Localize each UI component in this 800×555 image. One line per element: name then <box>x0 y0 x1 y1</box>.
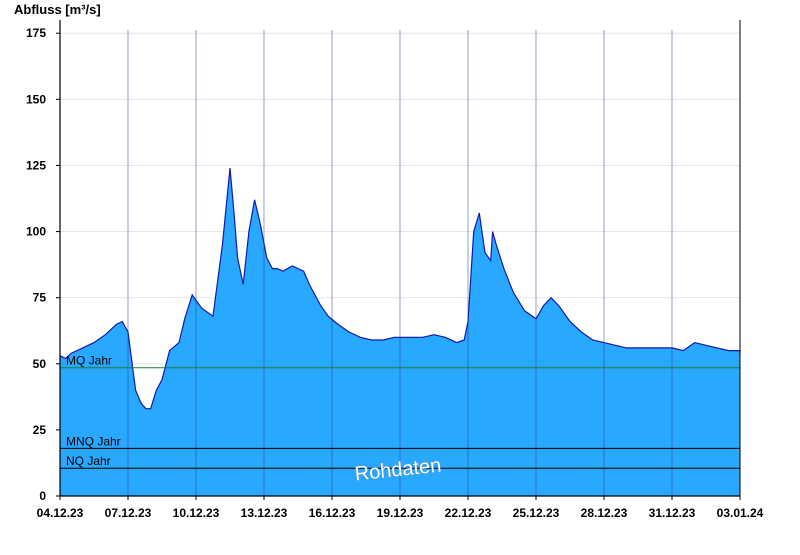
discharge-area <box>60 168 740 496</box>
x-tick-label: 03.01.24 <box>717 506 764 520</box>
x-tick-label: 04.12.23 <box>37 506 84 520</box>
y-tick-label: 150 <box>26 92 46 106</box>
y-tick-label: 75 <box>33 291 47 305</box>
y-tick-label: 175 <box>26 26 46 40</box>
area-layer <box>59 168 741 496</box>
reference-line-label: MNQ Jahr <box>66 434 121 448</box>
y-tick-label: 25 <box>33 423 47 437</box>
x-tick-label: 10.12.23 <box>173 506 220 520</box>
reference-line-label: MQ Jahr <box>66 354 112 368</box>
y-tick-label: 100 <box>26 225 46 239</box>
y-tick-label: 0 <box>39 489 46 503</box>
axis-layer: 0 25 50 75 100 125 150 175 04.12.23 07.12.23 10.12… <box>26 20 764 520</box>
y-axis-label: Abfluss [m³/s] <box>14 2 101 17</box>
y-tick-label: 50 <box>33 357 47 371</box>
x-tick-label: 07.12.23 <box>105 506 152 520</box>
x-tick-label: 25.12.23 <box>513 506 560 520</box>
reference-line-label: NQ Jahr <box>66 454 111 468</box>
x-tick-label: 19.12.23 <box>377 506 424 520</box>
x-tick-label: 16.12.23 <box>309 506 356 520</box>
x-tick-label: 31.12.23 <box>649 506 696 520</box>
day-lines-layer <box>127 30 673 496</box>
x-tick-label: 22.12.23 <box>445 506 492 520</box>
x-tick-label: 13.12.23 <box>241 506 288 520</box>
discharge-line <box>59 168 741 410</box>
y-tick-label: 125 <box>26 158 46 172</box>
x-tick-label: 28.12.23 <box>581 506 628 520</box>
reference-lines-layer: MQ Jahr MNQ Jahr NQ Jahr <box>60 354 740 469</box>
